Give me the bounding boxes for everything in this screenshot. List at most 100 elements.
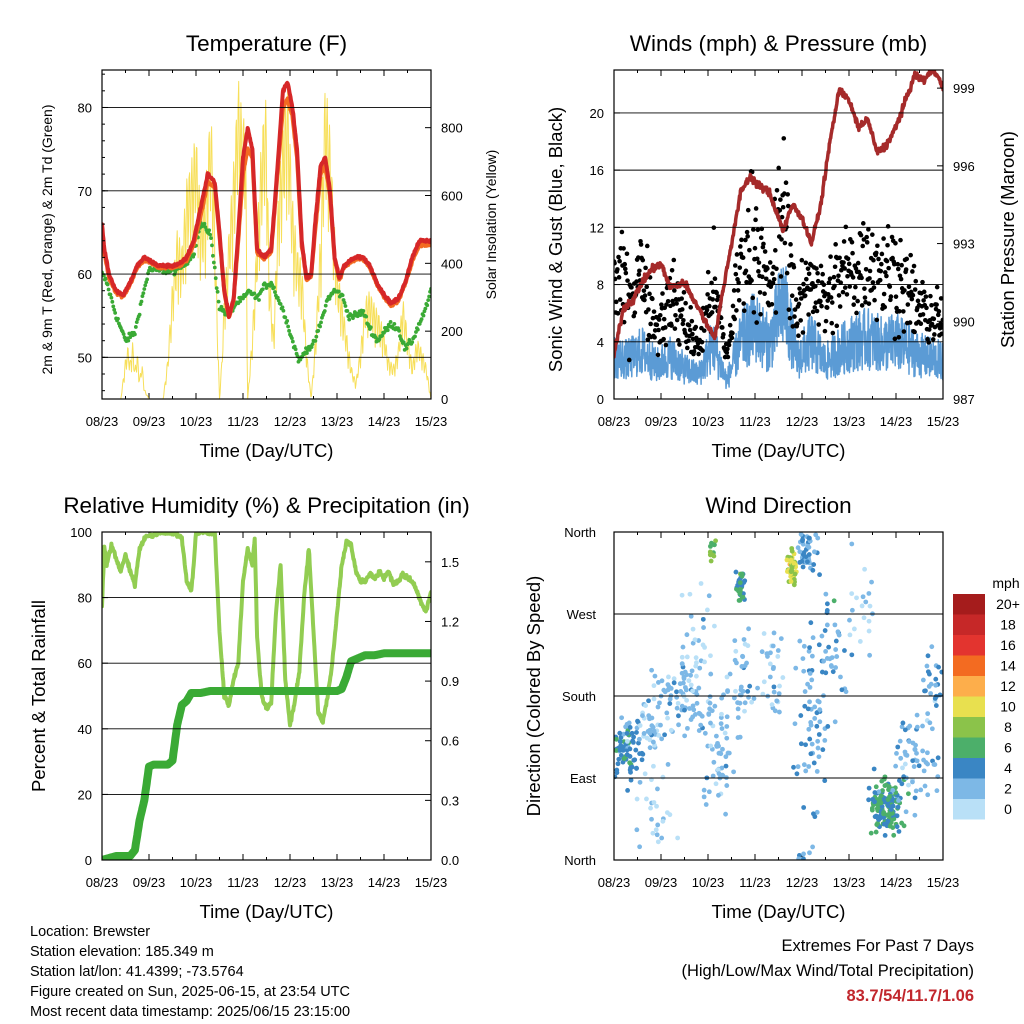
x-tick-label: 15/23 [415,414,448,429]
dewpoint-point [281,308,286,313]
direction-point [739,573,745,579]
gust-point [911,263,917,269]
direction-point [692,637,698,643]
direction-point [879,778,885,784]
rh-line [102,532,431,728]
dewpoint-point [192,252,197,257]
gust-point [894,305,899,311]
direction-point [679,592,685,598]
gust-point [871,285,877,290]
dewpoint-point [368,325,373,330]
gust-point [798,296,804,301]
direction-point [629,764,635,770]
direction-point [791,560,797,566]
direction-point [761,631,767,636]
dewpoint-point [108,292,113,297]
x-tick-label: 09/23 [645,875,678,890]
direction-point [716,771,722,777]
gust-point [672,288,677,293]
gust-point [642,293,648,298]
gust-point [614,276,618,282]
direction-point [815,745,821,751]
direction-point [912,746,918,752]
gust-point [765,266,770,271]
dewpoint-point [361,309,366,313]
direction-point [715,740,720,746]
gust-point [761,241,766,247]
gust-point [629,285,634,290]
gust-point [691,349,697,354]
direction-point [874,822,880,827]
dewpoint-point [213,276,218,281]
direction-point [618,735,624,740]
y-tick-label: 80 [78,591,92,606]
direction-point [869,579,874,585]
direction-point [791,582,797,588]
direction-point [664,710,670,716]
gust-point [853,284,858,290]
gust-point [730,330,735,336]
gust-point [860,221,866,226]
direction-point [833,665,839,670]
dewpoint-point [309,345,314,350]
gust-point [656,317,662,322]
gust-point [751,227,756,232]
direction-point [799,559,805,564]
direction-point [808,620,814,626]
dewpoint-point [121,332,126,336]
gust-point [885,242,890,248]
direction-point [634,796,640,802]
gust-point [860,243,866,249]
gust-point [705,269,711,275]
gust-point [786,307,792,312]
dewpoint-point [113,311,118,315]
direction-point [899,724,905,730]
direction-point [733,569,739,575]
direction-point [713,538,718,544]
gust-point [693,324,699,330]
gust-point [906,284,912,290]
legend-swatch [953,799,985,820]
dewpoint-point [351,316,355,321]
temperature-data [102,80,431,399]
gust-point [936,312,941,318]
x-tick-label: 09/23 [645,414,678,429]
direction-point [832,622,838,628]
gust-point [641,288,647,293]
gust-point [665,298,671,304]
dewpoint-point [342,300,347,305]
gust-point [615,311,621,316]
gust-point [718,315,724,321]
direction-point [891,832,897,838]
direction-point [939,669,943,675]
gust-point [822,328,828,334]
gust-point [762,291,767,297]
gust-point [729,335,735,341]
direction-point [708,543,713,549]
direction-point [680,644,686,650]
dewpoint-point [216,299,221,304]
gust-point [774,187,780,193]
x-tick-label: 08/23 [598,875,631,890]
direction-point [905,791,911,797]
x-tick-label: 13/23 [321,875,354,890]
gust-point [934,284,940,290]
direction-point [616,756,622,762]
direction-point [895,804,901,810]
direction-point [681,676,687,681]
direction-point [724,735,730,741]
gust-point [901,309,906,314]
direction-point [727,671,733,677]
gust-point [802,293,808,298]
gust-point [828,254,833,259]
direction-point [900,720,906,726]
direction-point [802,689,808,694]
legend-swatch [953,676,985,697]
x-axis-label: Time (Day/UTC) [200,901,334,922]
direction-point [624,752,630,758]
direction-point [736,598,742,603]
gust-point [736,298,742,303]
x-tick-label: 12/23 [274,414,307,429]
dewpoint-point [133,325,138,329]
direction-point [882,774,888,780]
